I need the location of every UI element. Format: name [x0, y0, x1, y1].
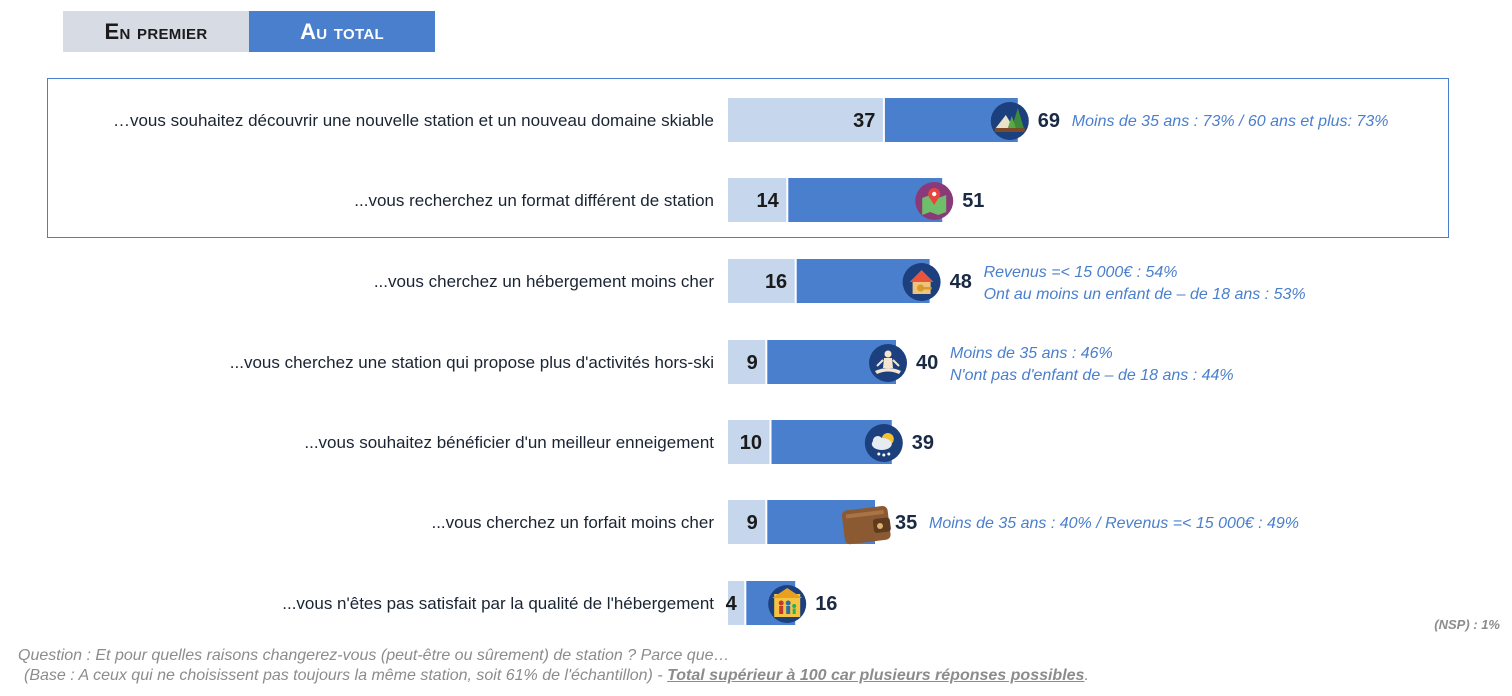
chart-row: ...vous cherchez une station qui propose…	[230, 340, 1234, 384]
chart-row: …vous souhaitez découvrir une nouvelle s…	[113, 98, 1389, 142]
chart-row: ...vous souhaitez bénéficier d'un meille…	[304, 420, 934, 464]
value-label-au-total: 40	[916, 352, 938, 374]
value-label-au-total: 51	[962, 190, 984, 212]
category-label: ...vous cherchez un forfait moins cher	[431, 513, 714, 532]
value-label-en-premier: 9	[747, 352, 758, 374]
category-label: ...vous n'êtes pas satisfait par la qual…	[282, 594, 714, 613]
base-end: .	[1084, 667, 1089, 684]
tab-en-premier[interactable]: En premier	[63, 11, 249, 52]
base-text: (Base : A ceux qui ne choisissent pas to…	[18, 666, 1498, 686]
base-emphasis: Total supérieur à 100 car plusieurs répo…	[667, 667, 1085, 684]
bar-en-premier	[728, 98, 884, 142]
segment-note: Ont au moins un enfant de – de 18 ans : …	[984, 286, 1306, 303]
segment-note: Moins de 35 ans : 73% / 60 ans et plus: …	[1072, 113, 1389, 130]
bar-en-premier	[728, 259, 796, 303]
meditation-icon	[869, 344, 907, 382]
value-label-au-total: 39	[912, 432, 934, 454]
question-text: Question : Et pour quelles raisons chang…	[18, 647, 730, 664]
segment-note: Moins de 35 ans : 46%	[950, 345, 1113, 362]
house-key-icon	[902, 263, 941, 301]
chart-row: ...vous cherchez un forfait moins cher 9 3…	[431, 500, 1299, 545]
mountain-forest-icon	[990, 102, 1029, 140]
value-label-au-total: 35	[895, 512, 917, 534]
category-label: ...vous souhaitez bénéficier d'un meille…	[304, 433, 714, 452]
category-label: ...vous recherchez un format différent d…	[354, 191, 714, 210]
value-label-en-premier: 14	[757, 190, 780, 212]
chart-row: ...vous cherchez un hébergement moins ch…	[374, 259, 1306, 303]
chart-row: ...vous n'êtes pas satisfait par la qual…	[282, 581, 837, 625]
snow-weather-icon	[864, 424, 903, 462]
value-label-en-premier: 37	[853, 110, 875, 132]
value-label-en-premier: 16	[765, 271, 787, 293]
base-main: (Base : A ceux qui ne choisissent pas to…	[24, 667, 668, 684]
tab-au-total[interactable]: Au total	[249, 11, 435, 52]
value-label-en-premier: 9	[747, 512, 758, 534]
value-label-au-total: 16	[815, 593, 837, 615]
bar-chart: …vous souhaitez découvrir une nouvelle s…	[113, 98, 1389, 625]
house-family-icon	[768, 585, 807, 623]
value-label-au-total: 69	[1038, 110, 1060, 132]
bar-en-premier	[728, 581, 745, 625]
category-label: …vous souhaitez découvrir une nouvelle s…	[113, 111, 714, 130]
bar-en-premier	[728, 340, 766, 384]
value-label-en-premier: 4	[726, 593, 738, 615]
segment-note: Moins de 35 ans : 40% / Revenus =< 15 00…	[929, 515, 1299, 532]
bar-en-premier	[728, 420, 770, 464]
footer-note: Question : Et pour quelles raisons chang…	[18, 646, 1498, 686]
segment-note: Revenus =< 15 000€ : 54%	[984, 264, 1178, 281]
bar-en-premier	[728, 500, 766, 544]
bar-en-premier	[728, 178, 787, 222]
value-label-au-total: 48	[950, 271, 972, 293]
wallet-icon	[841, 506, 891, 545]
value-label-en-premier: 10	[740, 432, 762, 454]
category-label: ...vous cherchez un hébergement moins ch…	[374, 272, 715, 291]
category-label: ...vous cherchez une station qui propose…	[230, 353, 714, 372]
segment-note: N'ont pas d'enfant de – de 18 ans : 44%	[950, 367, 1234, 384]
map-pin-icon	[915, 182, 954, 220]
nsp-note: (NSP) : 1%	[1434, 617, 1500, 632]
chart-row: ...vous recherchez un format différent d…	[354, 178, 984, 222]
highlight-box	[47, 78, 1449, 238]
